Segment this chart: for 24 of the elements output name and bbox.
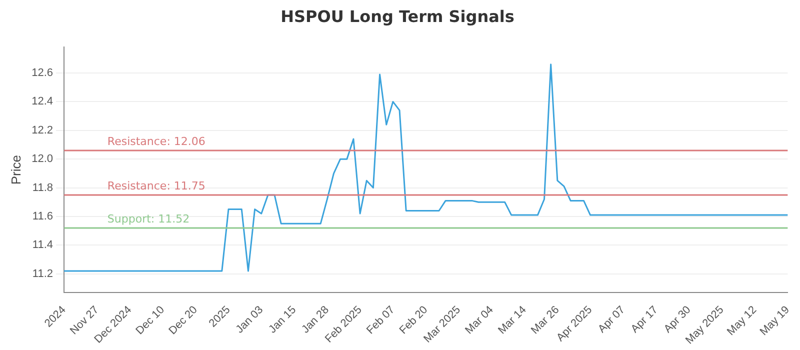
x-tick-label: Dec 10 xyxy=(134,304,167,338)
y-tick-label: 11.6 xyxy=(32,210,54,223)
y-tick-label: 12.6 xyxy=(32,67,54,80)
x-tick-label: Apr 17 xyxy=(628,304,660,336)
x-tick-label: May 19 xyxy=(758,304,792,338)
y-tick-label: 11.8 xyxy=(32,182,54,194)
x-tick-label: Feb 07 xyxy=(364,304,398,337)
ref-line-label: Resistance: 11.75 xyxy=(107,179,206,192)
y-tick-label: 12.0 xyxy=(32,153,54,166)
x-tick-label: Mar 04 xyxy=(463,304,496,337)
y-tick-label: 12.2 xyxy=(32,124,54,136)
x-tick-label: Jan 15 xyxy=(266,304,299,336)
y-tick-label: 12.4 xyxy=(32,96,54,108)
y-tick-label: 11.4 xyxy=(32,239,54,252)
x-tick-label: Dec 20 xyxy=(166,304,200,338)
x-tick-label: Mar 14 xyxy=(496,304,529,337)
y-axis-title: Price xyxy=(8,155,24,185)
x-tick-label: Jan 03 xyxy=(234,304,266,336)
x-tick-label: May 12 xyxy=(725,304,760,338)
ref-line-label: Resistance: 12.06 xyxy=(107,134,206,148)
chart-title: HSPOU Long Term Signals xyxy=(280,6,514,26)
ref-line-label: Support: 11.52 xyxy=(107,212,190,226)
y-tick-label: 11.2 xyxy=(32,268,54,280)
x-tick-label: Apr 07 xyxy=(596,304,628,336)
